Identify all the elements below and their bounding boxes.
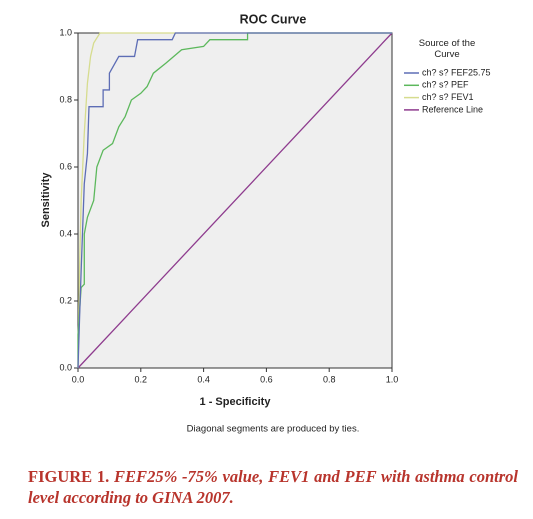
roc-line — [77, 32, 392, 369]
chart-title: ROC Curve — [240, 12, 307, 26]
caption-text: FEF25% -75% value, FEV1 and PEF with ast… — [28, 467, 518, 507]
y-tick-label: 0.6 — [59, 161, 72, 171]
x-tick-label: 0.4 — [197, 374, 210, 384]
x-tick-label: 0.0 — [72, 374, 85, 384]
caption: FIGURE 1. FEF25% -75% value, FEV1 and PE… — [28, 466, 518, 508]
roc-line — [77, 32, 393, 369]
chart: ROC Curve 1 - Specificity Sensitivity Di… — [40, 12, 491, 435]
legend-label: ch? s? PEF — [422, 80, 469, 90]
roc-line — [77, 32, 392, 368]
x-tick-label: 0.6 — [260, 374, 273, 384]
y-tick-label: 0.2 — [59, 295, 72, 305]
caption-label: FIGURE 1. — [28, 467, 110, 486]
note: Diagonal segments are produced by ties. — [187, 424, 360, 435]
roc-line — [77, 32, 392, 369]
y-axis-label: Sensitivity — [40, 172, 52, 228]
x-axis-label: 1 - Specificity — [200, 396, 272, 408]
y-tick-label: 0.0 — [59, 362, 72, 372]
legend-label: ch? s? FEV1 — [422, 92, 474, 102]
y-tick-label: 0.8 — [59, 94, 72, 104]
legend-label: Reference Line — [422, 104, 483, 114]
x-tick-label: 0.8 — [323, 374, 336, 384]
x-tick-label: 0.2 — [135, 374, 148, 384]
y-tick-label: 0.4 — [59, 228, 72, 238]
x-tick-label: 1.0 — [386, 374, 399, 384]
legend-title: Source of the Curve — [418, 38, 476, 60]
legend-label: ch? s? FEF25.75 — [422, 67, 491, 77]
y-tick-label: 1.0 — [59, 27, 72, 37]
